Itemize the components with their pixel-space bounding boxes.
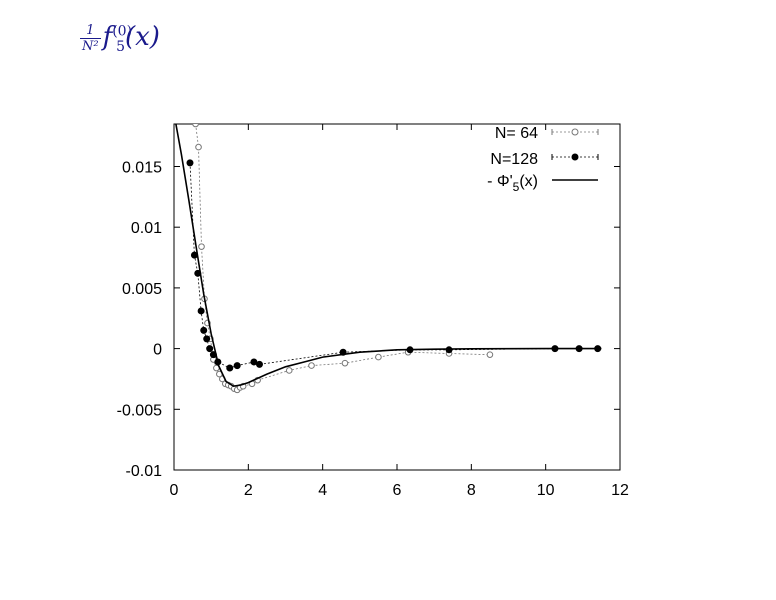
y-tick-label: 0.01 (131, 220, 162, 237)
y-tick-label: 0.015 (122, 159, 162, 176)
formula-numerator: 1 (80, 23, 101, 40)
data-point-1 (255, 360, 263, 368)
x-tick-label: 2 (244, 482, 253, 499)
legend-label-n128: N=128 (490, 151, 538, 168)
data-point-1 (186, 159, 194, 167)
data-point-0 (308, 362, 315, 369)
y-tick-label: -0.005 (117, 402, 162, 419)
chart-axes (173, 123, 621, 471)
series-line-2 (175, 124, 602, 388)
data-point-1 (200, 326, 208, 334)
data-point-0 (192, 124, 199, 128)
legend-marker-0 (571, 128, 579, 136)
legend-label-phi-prefix: - Φ' (487, 173, 513, 190)
data-point-1 (206, 345, 214, 353)
formula-subscript: 5 (116, 39, 125, 56)
formula-argument: (x) (124, 22, 160, 52)
chart-legend: N= 64 N=128 - Φ'5(x) (487, 125, 599, 194)
y-tick-label: -0.01 (126, 463, 163, 480)
data-point-1 (203, 335, 211, 343)
formula-function: f(0)5(x) (102, 22, 160, 56)
x-tick-label: 6 (393, 482, 402, 499)
x-tick-label: 12 (611, 482, 629, 499)
formula-func-name: f (102, 22, 113, 52)
data-point-1 (226, 364, 234, 372)
x-tick-label: 10 (537, 482, 555, 499)
data-point-1 (233, 362, 241, 370)
series-layer (175, 124, 602, 394)
data-point-0 (486, 351, 494, 358)
data-point-1 (250, 358, 258, 366)
x-tick-label: 0 (170, 482, 179, 499)
data-point-0 (341, 359, 349, 367)
legend-label-phi-suffix: (x) (519, 173, 538, 190)
x-tick-label: 4 (318, 482, 327, 499)
x-tick-label: 8 (467, 482, 476, 499)
axis-ticks: 0 2 4 6 8 10 12 -0.01 -0.005 0 0.005 0.01 0.015 (117, 124, 629, 499)
formula-superscript: (0) (112, 23, 133, 40)
data-point-1 (197, 307, 205, 315)
plot-frame (173, 123, 621, 471)
y-tick-label: 0 (153, 342, 162, 359)
formula-denominator: N² (82, 39, 99, 55)
chart-title-formula: 1 N² f(0)5(x) (80, 22, 160, 55)
formula-fraction: 1 N² (80, 23, 101, 54)
data-point-0 (198, 243, 205, 250)
legend-label-phi: - Φ'5(x) (487, 173, 538, 194)
legend-marker-1 (571, 153, 579, 161)
data-point-0 (285, 367, 293, 374)
data-point-0 (375, 353, 382, 361)
data-point-0 (195, 143, 202, 151)
y-tick-label: 0.005 (122, 281, 162, 298)
legend-label-phi-sub: 5 (513, 180, 520, 194)
series-line-1 (189, 162, 598, 369)
legend-label-n64: N= 64 (495, 125, 538, 142)
